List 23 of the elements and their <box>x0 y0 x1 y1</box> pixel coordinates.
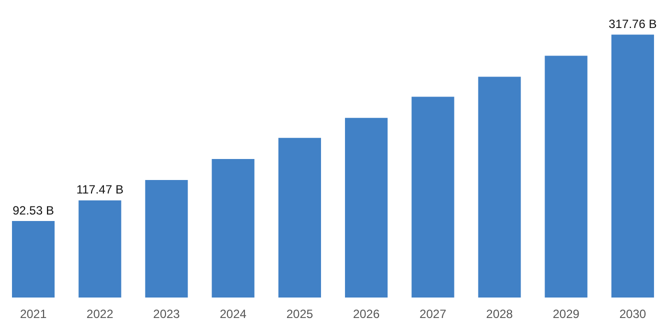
x-tick-label: 2028 <box>486 307 514 322</box>
x-tick-label: 2025 <box>286 307 314 322</box>
data-label: 117.47 B <box>76 182 124 197</box>
bar <box>145 180 188 298</box>
x-tick-label: 2022 <box>86 307 114 322</box>
x-tick-label: 2030 <box>619 307 646 322</box>
x-tick-label: 2021 <box>20 307 47 322</box>
x-tick-label: 2023 <box>153 307 180 322</box>
bar <box>12 221 55 298</box>
x-tick-label: 2024 <box>220 307 247 322</box>
x-tick-label: 2029 <box>552 307 580 322</box>
bar <box>611 34 654 298</box>
bar <box>212 159 254 298</box>
bar <box>78 200 122 298</box>
bar <box>278 138 322 298</box>
bar <box>544 56 588 298</box>
data-label: 317.76 B <box>608 16 657 31</box>
x-tick-label: 2027 <box>420 307 447 322</box>
data-label: 92.53 B <box>12 203 54 218</box>
bar <box>412 96 454 298</box>
bar <box>478 76 521 298</box>
x-tick-label: 2026 <box>352 307 380 322</box>
bar <box>344 118 388 298</box>
